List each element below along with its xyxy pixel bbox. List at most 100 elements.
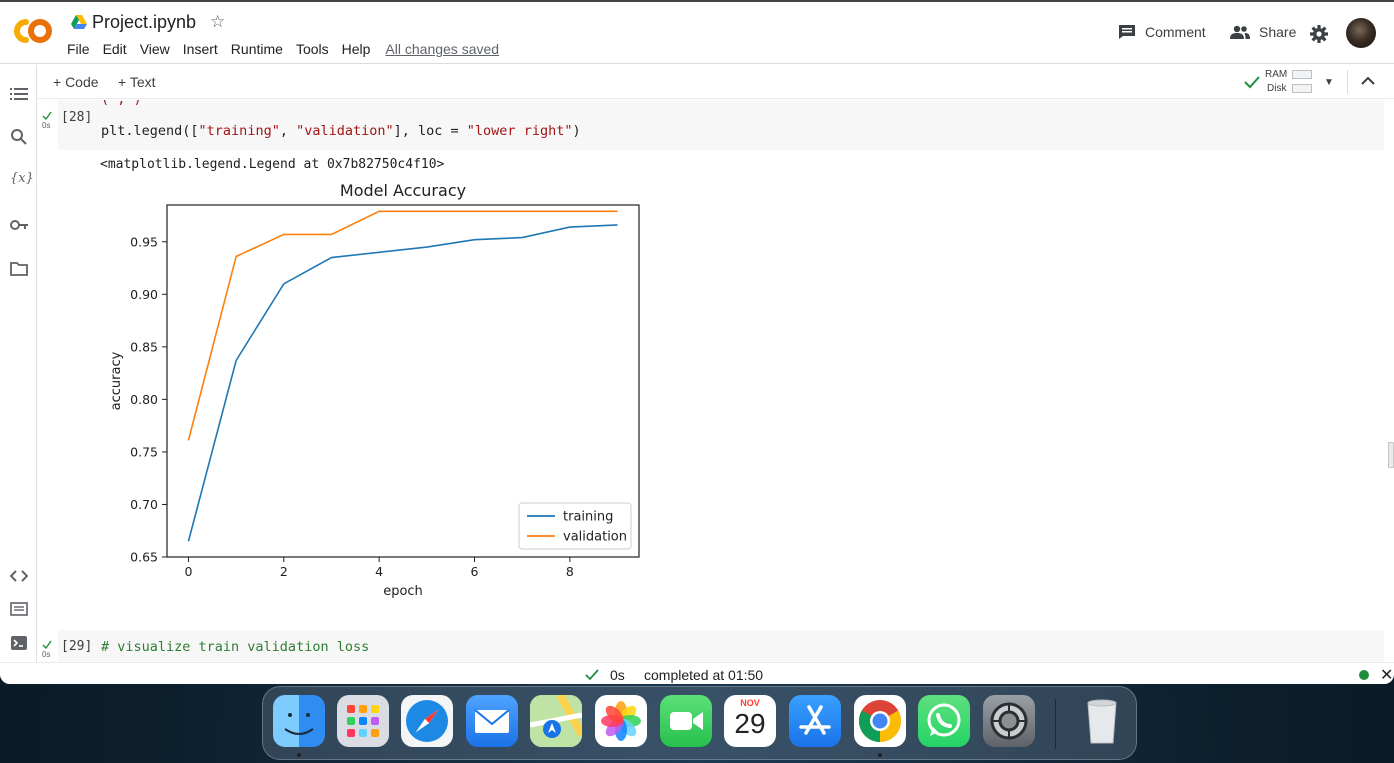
- chart-title: Model Accuracy: [340, 181, 466, 200]
- x-tick-label: 4: [375, 564, 383, 579]
- y-tick-label: 0.75: [130, 444, 158, 459]
- x-tick-label: 0: [184, 564, 192, 579]
- x-tick-label: 6: [471, 564, 479, 579]
- running-indicator: [878, 753, 882, 757]
- menu-file[interactable]: File: [67, 41, 90, 57]
- chrome-icon[interactable]: [854, 695, 906, 747]
- menu-bar: File Edit View Insert Runtime Tools Help…: [67, 41, 512, 57]
- cell-run-time: 0s: [42, 650, 51, 659]
- ram-label[interactable]: RAM: [1265, 69, 1288, 80]
- partial-code-line: ( , ): [101, 100, 142, 107]
- disk-label[interactable]: Disk: [1267, 83, 1287, 94]
- y-tick-label: 0.70: [130, 497, 158, 512]
- disk-meter[interactable]: [1292, 84, 1312, 93]
- terminal-icon[interactable]: [10, 634, 28, 652]
- execution-count[interactable]: [29]: [61, 639, 93, 654]
- connection-status-dot: [1359, 670, 1369, 680]
- cell-run-time: 0s: [42, 121, 51, 130]
- code-string: "training": [198, 123, 280, 139]
- notebook-title[interactable]: Project.ipynb: [92, 12, 197, 32]
- save-status-link[interactable]: All changes saved: [385, 41, 500, 57]
- y-tick-label: 0.65: [130, 550, 158, 565]
- series-line-validation: [187, 210, 618, 441]
- y-tick-label: 0.85: [130, 339, 158, 354]
- code-snippets-icon[interactable]: [10, 567, 28, 585]
- run-success-icon[interactable]: [42, 640, 52, 649]
- colab-window: Project.ipynb ☆ File Edit View Insert Ru…: [0, 0, 1394, 684]
- menu-view[interactable]: View: [139, 41, 170, 57]
- comment-button[interactable]: Comment: [1118, 24, 1206, 40]
- star-icon[interactable]: ☆: [210, 12, 226, 31]
- code-string: "lower right": [466, 123, 573, 139]
- people-icon: [1230, 25, 1250, 39]
- command-palette-icon[interactable]: [10, 600, 28, 618]
- status-completed-text[interactable]: completed at 01:50: [644, 667, 764, 683]
- comment-icon: [1119, 25, 1135, 39]
- accuracy-chart: Model Accuracy 0 2 4 6 8 0.65 0.70 0.75 0.80 0.85 0…: [109, 181, 640, 599]
- plot-frame: [166, 204, 640, 558]
- code-string: "validation": [296, 123, 394, 139]
- running-indicator: [297, 753, 301, 757]
- search-icon[interactable]: [10, 128, 28, 146]
- notebook-toolbar: + Code + Text RAM Disk ▼: [38, 65, 1394, 99]
- code-comment-line[interactable]: # visualize train validation loss: [101, 639, 370, 655]
- variables-icon[interactable]: {x}: [10, 171, 34, 186]
- series-line-training: [187, 224, 618, 542]
- y-tick-label: 0.80: [130, 392, 158, 407]
- finder-icon[interactable]: [273, 695, 325, 747]
- run-success-icon[interactable]: [42, 111, 52, 120]
- share-button[interactable]: Share: [1230, 24, 1296, 40]
- connected-check-icon: [1244, 76, 1260, 89]
- key-icon[interactable]: [10, 216, 28, 234]
- share-label: Share: [1259, 24, 1297, 40]
- photos-icon[interactable]: [595, 695, 647, 747]
- table-of-contents-icon[interactable]: [10, 85, 28, 103]
- trash-icon[interactable]: [1076, 695, 1128, 747]
- code-cell[interactable]: [58, 630, 1384, 662]
- status-bar: 0s completed at 01:50 ✕: [0, 662, 1394, 684]
- comment-label: Comment: [1145, 24, 1206, 40]
- left-sidebar: {x}: [0, 65, 37, 665]
- maps-icon[interactable]: [530, 695, 582, 747]
- macos-dock: NOV 29: [262, 686, 1137, 760]
- scrollbar-thumb[interactable]: [1388, 442, 1394, 468]
- gear-icon[interactable]: [1309, 24, 1329, 44]
- legend-box: [518, 502, 632, 550]
- toolbar-divider: [1347, 70, 1348, 94]
- mail-icon[interactable]: [466, 695, 518, 747]
- facetime-icon[interactable]: [660, 695, 712, 747]
- code-line[interactable]: plt.legend(["training", "validation"], l…: [101, 123, 581, 139]
- header: Project.ipynb ☆ File Edit View Insert Ru…: [0, 2, 1394, 64]
- calendar-day: 29: [734, 708, 766, 739]
- safari-icon[interactable]: [401, 695, 453, 747]
- code-token: ): [572, 123, 581, 139]
- colab-logo[interactable]: [12, 16, 54, 46]
- x-tick-label: 2: [280, 564, 288, 579]
- close-icon[interactable]: ✕: [1380, 667, 1394, 684]
- menu-edit[interactable]: Edit: [102, 41, 127, 57]
- code-token: ,: [279, 123, 297, 139]
- execution-count[interactable]: [28]: [61, 110, 93, 125]
- x-tick-label: 8: [566, 564, 574, 579]
- calendar-icon[interactable]: NOV 29: [724, 695, 776, 747]
- whatsapp-icon[interactable]: [918, 695, 970, 747]
- google-drive-icon[interactable]: [71, 15, 87, 29]
- runtime-dropdown-icon[interactable]: ▼: [1324, 77, 1334, 88]
- notebook-area: ( , ) 0s [28] plt.legend(["training", "v…: [38, 100, 1394, 662]
- app-store-icon[interactable]: [789, 695, 841, 747]
- launchpad-icon[interactable]: [337, 695, 389, 747]
- code-cell[interactable]: [58, 100, 1384, 150]
- user-avatar[interactable]: [1346, 18, 1376, 48]
- ram-meter[interactable]: [1292, 70, 1312, 79]
- system-settings-icon[interactable]: [983, 695, 1035, 747]
- x-axis-label: epoch: [383, 584, 423, 599]
- menu-runtime[interactable]: Runtime: [230, 41, 283, 57]
- menu-help[interactable]: Help: [341, 41, 371, 57]
- add-text-button[interactable]: + Text: [118, 74, 156, 90]
- add-code-button[interactable]: + Code: [53, 74, 99, 90]
- menu-tools[interactable]: Tools: [295, 41, 329, 57]
- folder-icon[interactable]: [10, 260, 28, 278]
- chevron-up-icon[interactable]: [1360, 73, 1376, 89]
- legend-label-training: training: [563, 510, 613, 525]
- menu-insert[interactable]: Insert: [182, 41, 218, 57]
